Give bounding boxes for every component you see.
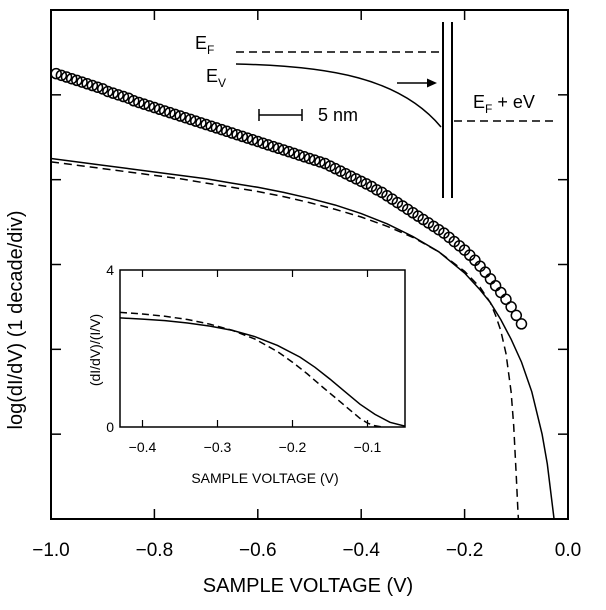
- data-point-18: [143, 100, 155, 112]
- data-point-88: [505, 301, 517, 313]
- data-point-47: [293, 149, 305, 161]
- data-point-89: [510, 309, 523, 322]
- data-point-31: [210, 122, 223, 134]
- data-point-6: [81, 78, 93, 90]
- data-point-49: [303, 152, 316, 165]
- data-point-30: [205, 120, 218, 132]
- inset-y-axis-label: (dI/dV)/(I/V): [87, 314, 103, 386]
- data-point-40: [257, 137, 269, 149]
- data-point-25: [179, 111, 192, 124]
- data-point-22: [164, 106, 176, 119]
- data-point-84: [484, 273, 497, 285]
- inset-dashed-line-1: [120, 311, 383, 427]
- data-point-90: [515, 318, 528, 330]
- data-point-4: [71, 74, 83, 87]
- data-point-34: [226, 127, 238, 139]
- band-diagram: EF EV 5 nm EF + eV: [195, 22, 555, 198]
- data-point-23: [169, 108, 181, 121]
- bias-level-label: EF + eV: [473, 92, 535, 116]
- data-point-11: [107, 87, 119, 99]
- data-point-17: [138, 98, 150, 110]
- data-point-46: [288, 147, 300, 160]
- main-ticks: [50, 10, 569, 519]
- main-series: [50, 67, 555, 519]
- data-point-45: [283, 145, 295, 158]
- valence-band-label: EV: [206, 66, 226, 90]
- inset-ticks: [141, 270, 369, 427]
- data-point-13: [117, 90, 130, 103]
- data-point-26: [184, 113, 197, 126]
- data-point-48: [298, 151, 311, 163]
- data-point-38: [246, 134, 259, 146]
- data-point-86: [495, 286, 507, 299]
- inset-x-tick-label-2: −0.2: [279, 439, 307, 455]
- data-point-87: [500, 293, 512, 306]
- solid-fit-line-1: [51, 157, 555, 519]
- data-point-36: [236, 130, 249, 143]
- inset-x-tick-label-3: −0.1: [354, 439, 382, 455]
- dashed-fit-line-2: [51, 161, 520, 519]
- data-point-5: [76, 76, 88, 88]
- inset-background: [120, 270, 405, 427]
- data-point-3: [65, 72, 78, 85]
- data-point-16: [133, 96, 145, 109]
- data-point-19: [148, 101, 161, 114]
- data-point-44: [277, 144, 290, 156]
- main-x-tick-label-3: −0.4: [342, 540, 380, 561]
- data-point-29: [200, 118, 212, 131]
- data-point-28: [195, 117, 207, 129]
- inset-series: [120, 311, 405, 427]
- inset-y-tick-label-1: 4: [106, 262, 114, 278]
- inset-x-tick-label-0: −0.4: [129, 439, 157, 455]
- inset-y-tick-label-0: 0: [106, 419, 114, 435]
- data-point-85: [489, 279, 502, 292]
- data-point-7: [86, 79, 99, 92]
- data-point-24: [174, 110, 186, 122]
- main-x-tick-label-2: −0.6: [239, 540, 277, 561]
- fermi-level-label: EF: [195, 33, 214, 57]
- data-point-27: [190, 115, 202, 127]
- data-point-0: [50, 67, 62, 80]
- valence-band-curve: [235, 63, 442, 128]
- inset-plot-frame: [119, 269, 406, 428]
- data-point-15: [127, 95, 140, 107]
- main-x-tick-labels: −1.0 −0.8 −0.6 −0.4 −0.2 0.0: [32, 540, 581, 561]
- data-point-37: [241, 132, 254, 144]
- data-point-2: [60, 71, 73, 83]
- data-point-35: [231, 128, 243, 141]
- data-point-8: [91, 81, 104, 93]
- data-point-39: [252, 135, 264, 148]
- main-x-axis-label: SAMPLE VOLTAGE (V): [203, 575, 413, 597]
- main-y-axis-label: log(dI/dV) (1 decade/div): [5, 210, 27, 429]
- main-x-tick-label-1: −0.8: [136, 540, 174, 561]
- data-point-50: [308, 154, 321, 166]
- main-x-tick-label-5: 0.0: [555, 540, 581, 561]
- main-x-tick-label-4: −0.2: [446, 540, 484, 561]
- data-point-20: [153, 103, 166, 116]
- main-x-tick-label-0: −1.0: [32, 540, 70, 561]
- data-point-32: [215, 123, 228, 136]
- inset-tick-labels: −0.4 −0.3 −0.2 −0.1 0 4: [106, 262, 381, 455]
- scale-bar-label: 5 nm: [318, 105, 358, 125]
- inset-x-axis-label: SAMPLE VOLTAGE (V): [191, 470, 338, 486]
- inset-solid-line-0: [120, 317, 405, 427]
- data-point-51: [314, 156, 326, 168]
- data-point-41: [262, 139, 274, 151]
- data-point-12: [112, 89, 124, 101]
- data-point-43: [272, 142, 285, 155]
- data-point-1: [55, 69, 68, 82]
- inset-x-tick-label-1: −0.3: [204, 439, 232, 455]
- data-point-10: [102, 85, 114, 98]
- data-point-42: [267, 140, 280, 153]
- tunneling-arrowhead: [427, 78, 437, 88]
- data-point-21: [158, 105, 171, 117]
- data-point-33: [221, 125, 233, 138]
